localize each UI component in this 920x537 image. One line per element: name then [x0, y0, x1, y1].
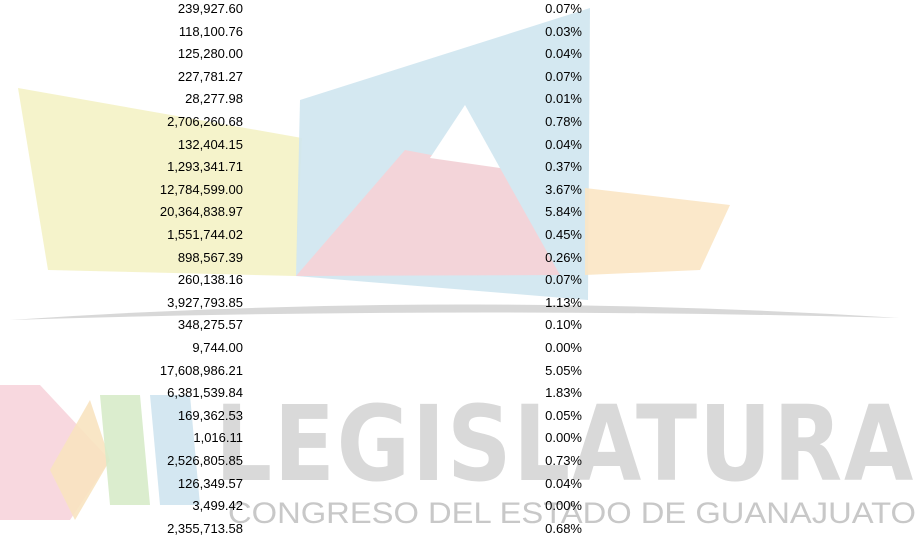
amount-cell: 126,349.57 [43, 476, 243, 492]
percent-cell: 0.00% [382, 430, 582, 446]
amount-cell: 2,526,805.85 [43, 453, 243, 469]
amount-cell: 169,362.53 [43, 408, 243, 424]
amount-cell: 1,293,341.71 [43, 159, 243, 175]
amount-cell: 20,364,838.97 [43, 204, 243, 220]
percent-cell: 0.07% [382, 272, 582, 288]
percent-cell: 0.00% [382, 498, 582, 514]
table: 239,927.60 0.07% 118,100.76 0.03% 125,280.00… [0, 0, 920, 531]
percent-cell: 0.73% [382, 453, 582, 469]
amount-cell: 125,280.00 [43, 46, 243, 62]
amount-cell: 6,381,539.84 [43, 385, 243, 401]
amount-cell: 3,927,793.85 [43, 295, 243, 311]
percent-cell: 0.68% [382, 521, 582, 537]
amount-cell: 28,277.98 [43, 91, 243, 107]
percent-cell: 0.78% [382, 114, 582, 130]
percent-cell: 0.37% [382, 159, 582, 175]
amount-cell: 260,138.16 [43, 272, 243, 288]
amount-cell: 17,608,986.21 [43, 363, 243, 379]
amount-cell: 2,355,713.58 [43, 521, 243, 537]
amount-cell: 3,499.42 [43, 498, 243, 514]
percent-cell: 5.05% [382, 363, 582, 379]
amount-cell: 239,927.60 [43, 1, 243, 17]
amount-cell: 1,016.11 [43, 430, 243, 446]
percent-cell: 0.00% [382, 340, 582, 356]
amount-cell: 12,784,599.00 [43, 182, 243, 198]
amount-cell: 2,706,260.68 [43, 114, 243, 130]
percent-cell: 3.67% [382, 182, 582, 198]
amount-cell: 1,551,744.02 [43, 227, 243, 243]
percent-cell: 0.03% [382, 24, 582, 40]
percent-cell: 0.07% [382, 1, 582, 17]
percent-cell: 0.04% [382, 476, 582, 492]
percent-cell: 0.26% [382, 250, 582, 266]
amount-cell: 227,781.27 [43, 69, 243, 85]
page: {"watermark": {"title": "LEGISLATURA", "… [0, 0, 920, 531]
percent-cell: 0.07% [382, 69, 582, 85]
percent-cell: 0.01% [382, 91, 582, 107]
percent-cell: 0.04% [382, 137, 582, 153]
percent-cell: 0.10% [382, 317, 582, 333]
percent-cell: 0.45% [382, 227, 582, 243]
amount-cell: 118,100.76 [43, 24, 243, 40]
percent-cell: 1.83% [382, 385, 582, 401]
percent-cell: 1.13% [382, 295, 582, 311]
amount-cell: 9,744.00 [43, 340, 243, 356]
amount-cell: 348,275.57 [43, 317, 243, 333]
percent-cell: 0.05% [382, 408, 582, 424]
percent-cell: 0.04% [382, 46, 582, 62]
amount-cell: 898,567.39 [43, 250, 243, 266]
percent-cell: 5.84% [382, 204, 582, 220]
amount-cell: 132,404.15 [43, 137, 243, 153]
